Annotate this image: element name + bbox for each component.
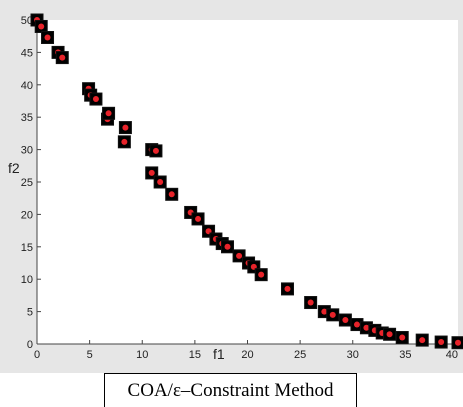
y-axis-label: f2 [8, 160, 20, 176]
y-ticks: 0 5 10 15 20 25 30 35 40 45 50 [21, 15, 41, 351]
data-point [451, 336, 463, 350]
x-tick-label: 25 [294, 349, 306, 361]
marker-dot [438, 339, 445, 346]
figure-caption: COA/ε–Constraint Method [104, 373, 357, 407]
data-point [191, 212, 205, 226]
marker-dot [386, 331, 393, 338]
marker-dot [284, 285, 291, 292]
y-tick-label: 35 [21, 112, 33, 124]
marker-dot [148, 169, 155, 176]
y-tick-label: 20 [21, 209, 33, 221]
data-point [326, 308, 340, 322]
data-point [415, 333, 429, 347]
data-point [34, 19, 48, 33]
y-tick-label: 25 [21, 177, 33, 189]
marker-dot [455, 339, 461, 346]
y-tick-label: 40 [21, 80, 33, 92]
marker-dot [152, 147, 159, 154]
y-tick-label: 0 [27, 339, 33, 351]
data-point [221, 240, 235, 254]
marker-dot [363, 324, 370, 331]
marker-dot [399, 334, 406, 341]
x-tick-label: 0 [34, 349, 40, 361]
plot-area [37, 20, 458, 344]
data-point [41, 30, 55, 44]
marker-dot [157, 179, 164, 185]
data-point [434, 335, 448, 349]
marker-dot [224, 243, 231, 250]
x-tick-label: 30 [347, 349, 359, 361]
data-points [30, 13, 463, 350]
marker-dot [258, 271, 265, 278]
data-point [383, 327, 397, 341]
marker-dot [307, 299, 314, 306]
y-tick-label: 30 [21, 145, 33, 157]
marker-dot [329, 311, 336, 318]
data-point [149, 144, 163, 158]
y-tick-label: 45 [21, 47, 33, 59]
marker-dot [122, 124, 129, 131]
data-point [254, 268, 268, 282]
data-point [55, 51, 69, 65]
y-tick-label: 10 [21, 274, 33, 286]
caption-text: COA/ε–Constraint Method [127, 379, 334, 401]
x-ticks: 0 5 10 15 20 25 30 35 40 [34, 340, 459, 361]
marker-dot [342, 317, 349, 324]
x-tick-label: 35 [399, 349, 411, 361]
marker-dot [121, 138, 128, 145]
data-point [89, 92, 103, 106]
y-tick-label: 5 [27, 307, 33, 319]
marker-dot [92, 96, 99, 103]
marker-dot [38, 23, 45, 30]
data-point [338, 313, 352, 327]
marker-dot [59, 54, 66, 61]
marker-dot [321, 308, 328, 315]
x-axis-label: f1 [213, 346, 225, 362]
y-tick-label: 15 [21, 242, 33, 254]
data-point [118, 121, 132, 135]
y-tick-label: 50 [21, 15, 33, 27]
data-point [280, 282, 294, 296]
marker-dot [419, 337, 426, 344]
data-point [153, 175, 167, 189]
data-point [117, 135, 131, 149]
x-tick-label: 5 [87, 349, 93, 361]
marker-dot [168, 191, 175, 198]
marker-dot [353, 321, 360, 328]
x-tick-label: 20 [241, 349, 253, 361]
data-point [395, 331, 409, 345]
marker-dot [44, 34, 51, 41]
marker-dot [236, 252, 243, 259]
data-point [304, 296, 318, 310]
marker-dot [105, 110, 112, 117]
x-tick-label: 15 [189, 349, 201, 361]
chart: 0 5 10 15 20 25 30 35 40 45 50 0 5 10 15 20 25 30 35 40 f1… [0, 0, 463, 373]
x-tick-label: 10 [136, 349, 148, 361]
data-point [165, 187, 179, 201]
x-tick-label: 40 [446, 349, 458, 361]
data-point [102, 106, 116, 120]
marker-dot [195, 215, 202, 222]
